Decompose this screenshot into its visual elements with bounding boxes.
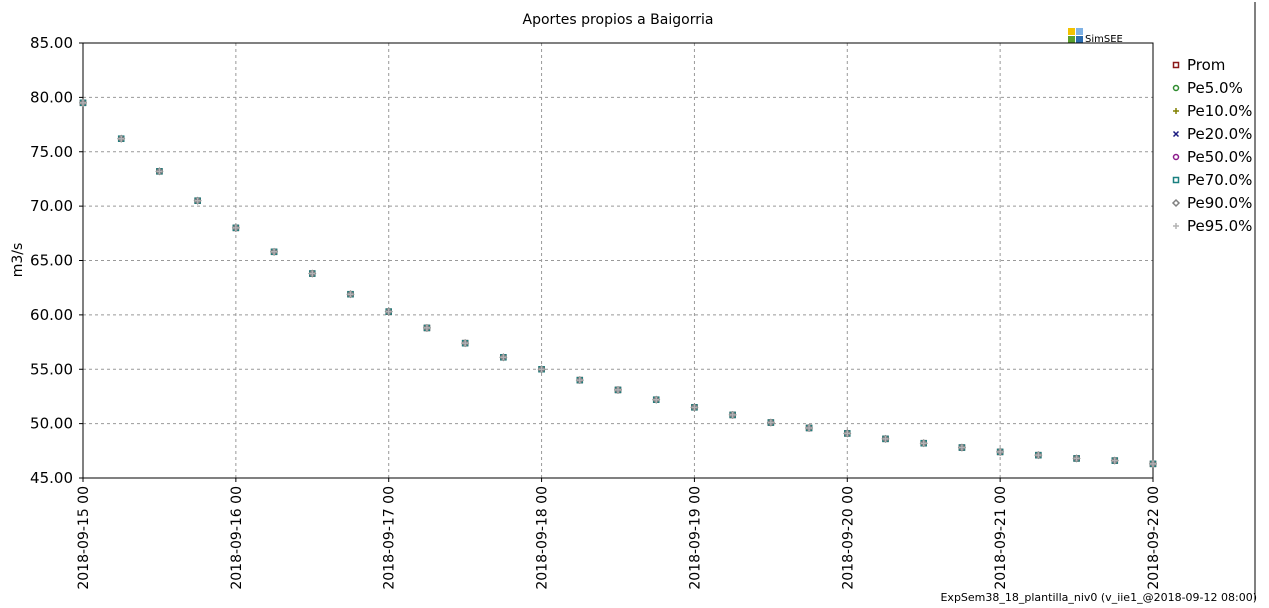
marker [1073,455,1080,462]
marker [615,386,621,393]
marker [232,224,239,231]
marker [806,424,813,431]
y-tick-label: 60.00 [30,306,73,324]
marker [1172,61,1180,69]
marker [958,444,965,451]
marker [766,418,775,427]
x-tick-label: 2018-09-15 00 [76,486,92,590]
x-tick-label: 2018-09-22 00 [1146,486,1162,590]
marker [691,404,698,411]
marker [423,324,430,331]
y-axis-label: m3/s [10,243,26,278]
marker [1171,198,1181,208]
x-tick-label: 2018-09-20 00 [840,486,856,590]
y-tick-label: 70.00 [30,197,73,215]
y-tick-label: 45.00 [30,469,73,487]
marker [347,291,354,298]
marker [500,354,507,361]
marker [1172,130,1180,138]
logo-square [1076,28,1083,35]
marker [118,135,125,142]
marker [997,448,1004,455]
legend-label: Pe70.0% [1187,171,1252,189]
marker [767,419,774,426]
x-tick-label: 2018-09-21 00 [993,486,1009,590]
marker [271,248,278,255]
marker [462,340,469,347]
marker [844,430,851,437]
marker [1034,451,1043,460]
marker [1172,84,1180,92]
y-tick-label: 85.00 [30,34,73,52]
legend-label: Pe50.0% [1187,148,1252,166]
marker [1150,460,1156,467]
legend-label: Pe20.0% [1187,125,1252,143]
marker [920,440,927,447]
logo-square [1068,36,1075,43]
x-tick-label: 2018-09-19 00 [687,486,703,590]
marker [613,385,623,394]
marker [1172,176,1180,184]
y-tick-label: 50.00 [30,415,73,433]
y-tick-label: 75.00 [30,143,73,161]
x-tick-label: 2018-09-18 00 [535,486,551,590]
footer: ExpSem38_18_plantilla_niv0 (v_iie1_@2018… [940,591,1257,604]
y-tick-label: 55.00 [30,360,73,378]
marker [1035,452,1042,459]
marker [729,411,736,418]
marker [690,403,699,412]
marker [309,270,316,277]
legend-label: Pe95.0% [1187,217,1252,235]
marker [576,377,583,384]
marker [193,196,202,205]
marker [156,168,163,175]
marker [1173,108,1179,114]
legend-label: Pe90.0% [1187,194,1252,212]
plot-frame [82,42,1154,479]
legend-label: Pe5.0% [1187,79,1243,97]
legend-label: Prom [1187,56,1225,74]
marker [80,99,86,106]
marker [538,366,545,373]
x-tick-label: 2018-09-16 00 [229,486,245,590]
y-tick-label: 80.00 [30,88,73,106]
x-tick-label: 2018-09-17 00 [382,486,398,590]
marker [882,435,889,442]
logo-text: SimSEE [1085,34,1123,45]
marker [653,396,660,403]
logo-square [1076,36,1083,43]
y-tick-label: 65.00 [30,252,73,270]
chart-title: Aportes propios a Baigorria [523,12,714,28]
marker [1111,457,1118,464]
logo-square [1068,28,1075,35]
marker [385,308,392,315]
marker [843,429,852,438]
marker [1173,223,1179,229]
legend-label: Pe10.0% [1187,102,1252,120]
marker [1172,153,1180,161]
marker [499,353,508,362]
marker [78,98,88,107]
marker [194,197,201,204]
